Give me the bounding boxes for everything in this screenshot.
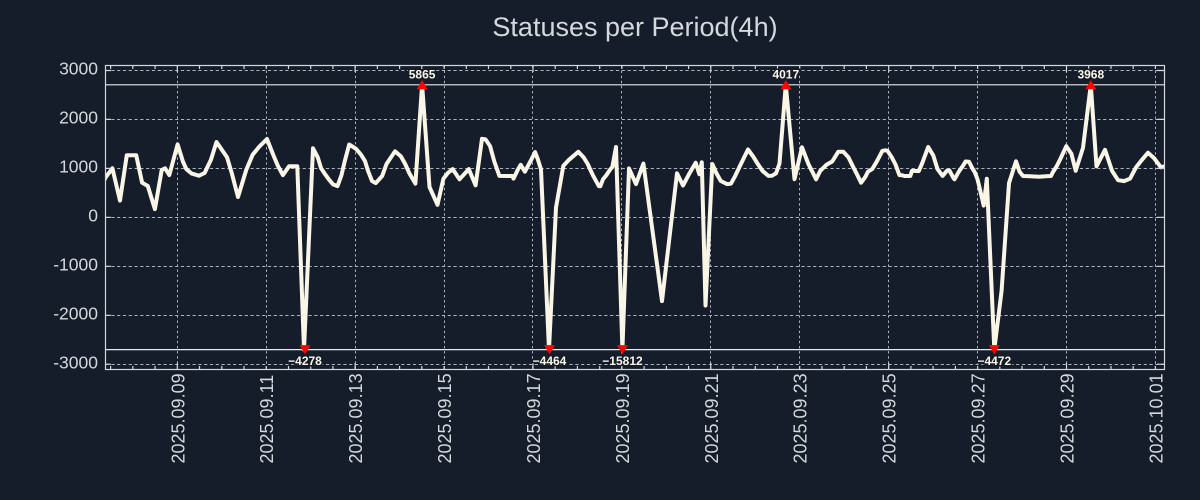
svg-text:2025.09.11: 2025.09.11 (257, 375, 277, 464)
svg-text:2025.09.29: 2025.09.29 (1058, 373, 1078, 463)
svg-text:−4472: −4472 (977, 354, 1011, 368)
svg-text:2025.09.25: 2025.09.25 (880, 373, 900, 463)
svg-text:-3000: -3000 (53, 352, 98, 372)
svg-text:1000: 1000 (59, 157, 98, 177)
svg-text:2025.09.21: 2025.09.21 (702, 373, 722, 463)
svg-text:2025.09.23: 2025.09.23 (791, 373, 811, 463)
svg-text:−15812: −15812 (602, 354, 643, 368)
svg-text:2000: 2000 (59, 108, 98, 128)
svg-text:2025.10.01: 2025.10.01 (1146, 373, 1166, 463)
svg-text:−4464: −4464 (533, 354, 567, 368)
svg-text:0: 0 (88, 206, 98, 226)
svg-text:5865: 5865 (409, 67, 436, 81)
svg-text:2025.09.09: 2025.09.09 (168, 373, 188, 463)
svg-text:−4278: −4278 (288, 354, 322, 368)
svg-text:2025.09.13: 2025.09.13 (346, 373, 366, 463)
svg-text:3000: 3000 (59, 59, 98, 79)
svg-text:4017: 4017 (772, 67, 799, 81)
svg-text:-1000: -1000 (53, 255, 98, 275)
svg-text:2025.09.15: 2025.09.15 (435, 373, 455, 463)
svg-text:2025.09.27: 2025.09.27 (969, 373, 989, 463)
svg-text:2025.09.19: 2025.09.19 (613, 373, 633, 463)
svg-text:-2000: -2000 (53, 304, 98, 324)
svg-text:Statuses per Period(4h): Statuses per Period(4h) (492, 12, 777, 42)
svg-text:3968: 3968 (1077, 67, 1104, 81)
svg-text:2025.09.17: 2025.09.17 (524, 373, 544, 463)
